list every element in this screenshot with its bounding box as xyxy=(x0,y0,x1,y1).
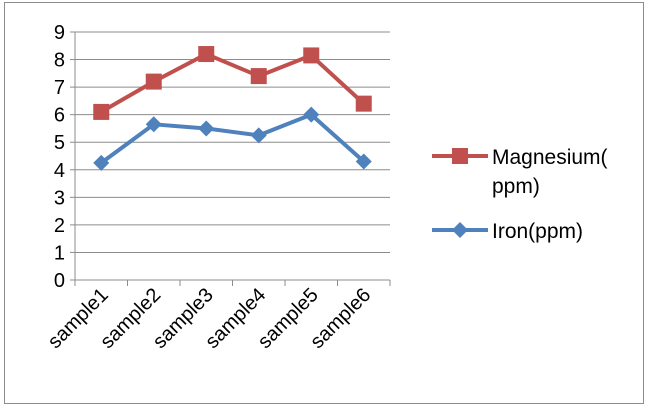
y-tick-label: 2 xyxy=(54,215,65,237)
y-tick-label: 9 xyxy=(54,22,65,44)
data-point-1-1 xyxy=(145,116,162,133)
data-point-0-1 xyxy=(145,73,162,90)
y-axis-tick-labels: 0 1 2 3 4 5 6 7 8 9 xyxy=(54,22,65,292)
legend-label: Magnesium( xyxy=(492,146,608,169)
y-tick-label: 3 xyxy=(54,187,65,209)
data-point-0-3 xyxy=(250,68,267,85)
legend: Magnesium( ppm) Iron(ppm) xyxy=(432,146,608,243)
legend-swatch-marker xyxy=(452,222,468,238)
y-tick-label: 1 xyxy=(54,242,65,264)
legend-entry-0: Magnesium( ppm) xyxy=(432,146,608,198)
data-point-1-0 xyxy=(93,154,110,171)
data-point-1-2 xyxy=(198,120,215,137)
series-line-0 xyxy=(100,52,366,114)
y-tick-label: 5 xyxy=(54,132,65,154)
data-point-0-2 xyxy=(198,46,215,63)
series-layer xyxy=(93,46,372,171)
axes xyxy=(70,31,391,286)
legend-swatch-marker xyxy=(452,148,468,164)
series-line-1 xyxy=(100,112,366,165)
data-point-1-5 xyxy=(355,153,372,170)
series-0 xyxy=(93,46,372,120)
data-point-1-4 xyxy=(303,106,320,123)
y-tick-label: 0 xyxy=(54,270,65,292)
data-point-0-4 xyxy=(303,47,320,64)
legend-label: Iron(ppm) xyxy=(492,220,583,243)
gridlines xyxy=(75,31,390,253)
data-point-0-0 xyxy=(93,103,110,120)
legend-entry-1: Iron(ppm) xyxy=(432,220,583,243)
y-tick-label: 4 xyxy=(54,160,65,182)
series-1 xyxy=(93,106,372,171)
data-point-0-5 xyxy=(355,95,372,112)
y-tick-label: 8 xyxy=(54,50,65,72)
x-axis-tick-labels: sample1sample2sample3sample4sample5sampl… xyxy=(44,284,376,353)
y-tick-label: 6 xyxy=(54,105,65,127)
legend-label: ppm) xyxy=(492,175,540,198)
data-point-1-3 xyxy=(250,127,267,144)
y-tick-label: 7 xyxy=(54,77,65,99)
